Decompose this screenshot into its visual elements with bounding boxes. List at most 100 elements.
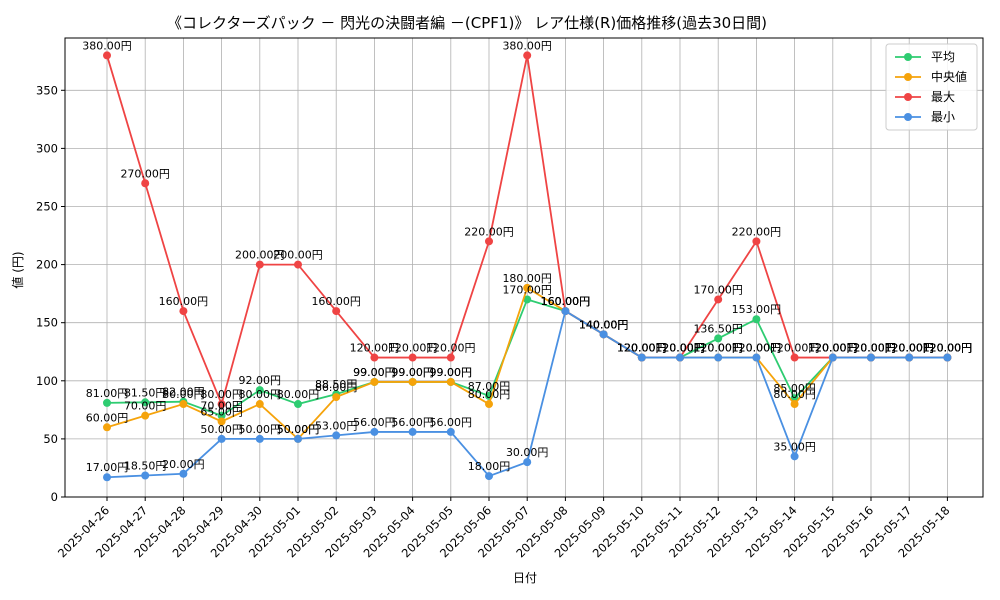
data-point — [217, 434, 226, 443]
data-label: 17.00円 — [86, 461, 129, 474]
data-label: 160.00円 — [541, 295, 591, 308]
data-point — [370, 353, 379, 362]
data-label: 180.00円 — [502, 272, 552, 285]
data-point — [103, 473, 111, 482]
data-label: 120.00円 — [884, 342, 934, 355]
data-label: 50.00円 — [277, 423, 320, 436]
data-point — [141, 411, 150, 420]
data-point — [294, 434, 302, 443]
data-label: 120.00円 — [846, 342, 896, 355]
data-point — [408, 353, 417, 362]
data-point — [255, 400, 264, 409]
data-label: 56.00円 — [391, 416, 434, 429]
data-label: 120.00円 — [426, 342, 476, 355]
data-label: 160.00円 — [541, 295, 591, 308]
data-label: 120.00円 — [617, 342, 667, 355]
legend-entry: 最大 — [931, 90, 955, 104]
data-point — [217, 417, 226, 426]
data-point — [676, 353, 684, 362]
data-point — [714, 334, 723, 343]
data-label: 81.50円 — [124, 386, 167, 399]
legend-swatch-marker — [904, 73, 912, 81]
data-label: 120.00円 — [808, 342, 858, 355]
data-point — [294, 260, 302, 269]
data-label: 120.00円 — [884, 342, 934, 355]
y-tick-label: 350 — [36, 83, 58, 97]
data-point — [141, 398, 150, 407]
data-label: 140.00円 — [579, 318, 629, 331]
data-label: 120.00円 — [808, 342, 858, 355]
data-point — [103, 51, 111, 60]
data-label: 81.00円 — [86, 387, 129, 400]
data-label: 270.00円 — [120, 167, 170, 180]
data-point — [179, 307, 188, 316]
data-label: 120.00円 — [655, 342, 705, 355]
data-point — [752, 353, 761, 362]
data-label: 220.00円 — [464, 225, 514, 238]
data-point — [523, 458, 532, 467]
y-tick-label: 300 — [36, 141, 58, 155]
data-label: 56.00円 — [353, 416, 396, 429]
data-label: 380.00円 — [502, 39, 552, 52]
data-label: 140.00円 — [579, 318, 629, 331]
data-label: 140.00円 — [579, 318, 629, 331]
y-axis-label: 値 (円) — [10, 251, 25, 288]
data-label: 160.00円 — [159, 295, 209, 308]
data-point — [294, 400, 302, 409]
data-label: 200.00円 — [235, 249, 285, 262]
data-label: 120.00円 — [884, 342, 934, 355]
data-label: 92.00円 — [239, 374, 282, 387]
data-point — [943, 353, 952, 362]
data-label: 85.00円 — [773, 382, 816, 395]
data-label: 120.00円 — [923, 342, 973, 355]
data-point — [790, 452, 799, 461]
data-point — [752, 315, 761, 324]
data-label: 120.00円 — [808, 342, 858, 355]
data-label: 120.00円 — [884, 342, 934, 355]
data-point — [217, 411, 226, 420]
y-tick-label: 250 — [36, 199, 58, 213]
data-label: 153.00円 — [732, 303, 782, 316]
data-label: 160.00円 — [541, 295, 591, 308]
data-label: 170.00円 — [693, 283, 743, 296]
data-point — [141, 179, 150, 188]
series-layer — [103, 51, 952, 482]
data-point — [141, 471, 150, 480]
data-label: 50.00円 — [239, 423, 282, 436]
data-point — [332, 307, 341, 316]
data-point — [446, 377, 455, 386]
data-point — [370, 377, 379, 386]
legend-box — [885, 43, 978, 131]
data-point — [103, 423, 111, 432]
data-point — [446, 353, 455, 362]
data-label: 120.00円 — [923, 342, 973, 355]
data-label: 82.00円 — [162, 386, 205, 399]
data-point — [714, 353, 723, 362]
y-tick-label: 200 — [36, 258, 58, 272]
data-point — [255, 434, 264, 443]
data-label: 80.00円 — [277, 388, 320, 401]
data-point — [599, 330, 608, 339]
legend-swatch-marker — [904, 93, 912, 101]
data-label: 120.00円 — [655, 342, 705, 355]
data-point — [103, 398, 111, 407]
data-point — [370, 427, 379, 436]
data-point — [485, 400, 493, 409]
data-label: 120.00円 — [655, 342, 705, 355]
data-point — [867, 353, 875, 362]
data-point — [485, 237, 493, 246]
data-point — [828, 353, 837, 362]
y-tick-labels: 0 50 100 150 200 250 300 350 — [36, 83, 58, 504]
data-label: 65.00円 — [200, 405, 243, 418]
series-4 — [103, 307, 952, 482]
y-tick-label: 150 — [36, 316, 58, 330]
data-label: 160.00円 — [541, 295, 591, 308]
data-label: 99.00円 — [353, 366, 396, 379]
data-label: 20.00円 — [162, 458, 205, 471]
data-label: 120.00円 — [617, 342, 667, 355]
data-label: 120.00円 — [923, 342, 973, 355]
data-label: 80.00円 — [162, 388, 205, 401]
data-label: 120.00円 — [846, 342, 896, 355]
